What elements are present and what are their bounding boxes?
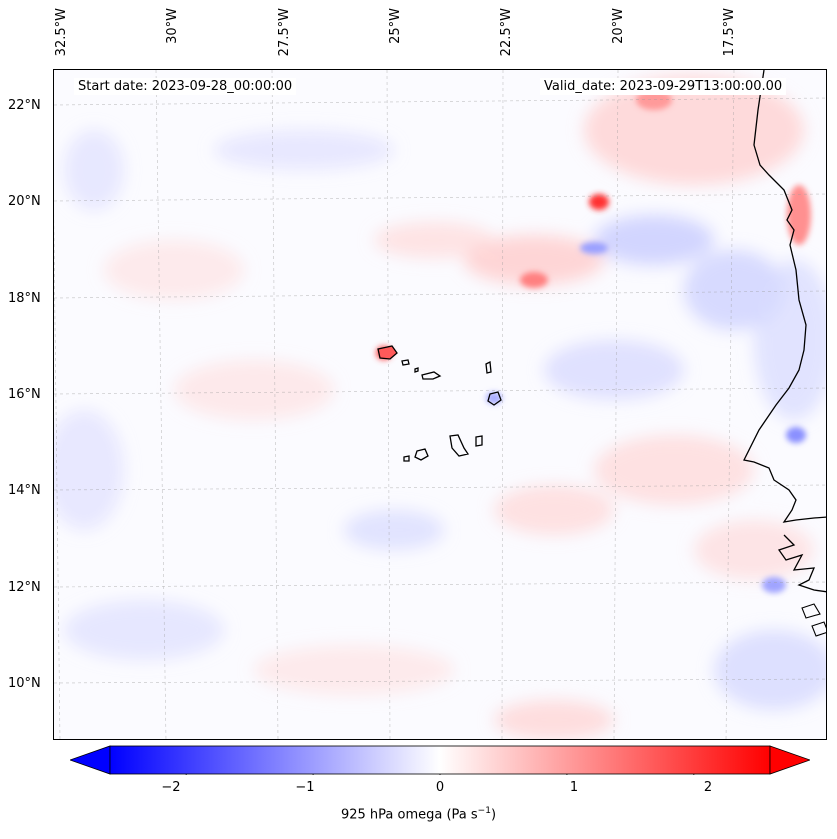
- colorbar-svg: [68, 745, 812, 778]
- island-sao-nicolau: [421, 371, 442, 380]
- lon-label-20w: 20°W: [611, 8, 626, 44]
- colorbar-tick-label: 2: [703, 780, 713, 795]
- coastline-bijagos: [801, 603, 826, 637]
- island-maio: [475, 435, 483, 447]
- colorbar-tick-label: −2: [161, 780, 181, 795]
- island-santo-antao: [377, 345, 398, 360]
- colorbar-tick-label: 1: [569, 780, 579, 795]
- lon-label-30w: 30°W: [165, 8, 180, 44]
- coastline-africa: [743, 70, 826, 593]
- island-santa-luzia: [414, 367, 419, 373]
- colorbar: [68, 745, 812, 778]
- map-panel: [53, 69, 827, 740]
- colorbar-extend-low: [68, 745, 111, 775]
- lat-label-18n: 18°N: [8, 291, 41, 306]
- island-brava: [403, 455, 410, 462]
- start-date-label: Start date: 2023-09-28_00:00:00: [74, 78, 297, 95]
- colorbar-title: 925 hPa omega (Pa s−1): [340, 806, 497, 823]
- lon-label-22-5w: 22.5°W: [499, 8, 514, 57]
- island-fogo: [414, 448, 429, 461]
- island-boa-vista: [487, 391, 502, 406]
- lon-label-17-5w: 17.5°W: [722, 8, 737, 57]
- island-santiago: [449, 434, 470, 457]
- lat-label-12n: 12°N: [8, 580, 41, 595]
- lon-label-25w: 25°W: [388, 8, 403, 44]
- colorbar-tick-label: −1: [295, 780, 315, 795]
- lat-label-20n: 20°N: [8, 194, 41, 209]
- lon-label-27-5w: 27.5°W: [277, 8, 292, 57]
- lat-label-10n: 10°N: [8, 676, 41, 691]
- lat-label-22n: 22°N: [8, 98, 41, 113]
- omega-field-map: [54, 70, 826, 739]
- colorbar-body: [109, 745, 771, 775]
- colorbar-extend-high: [769, 745, 812, 775]
- island-sal: [485, 360, 492, 374]
- valid-date-label: Valid_date: 2023-09-29T13:00:00.00: [540, 78, 787, 95]
- lat-label-14n: 14°N: [8, 483, 41, 498]
- island-sao-vicente: [401, 359, 410, 366]
- colorbar-tick-label: 0: [435, 780, 445, 795]
- lon-label-32-5w: 32.5°W: [54, 8, 69, 57]
- graticule: [54, 70, 826, 739]
- cape-verde-islands: [377, 345, 502, 462]
- lat-label-16n: 16°N: [8, 387, 41, 402]
- omega-field-patches: [54, 75, 826, 739]
